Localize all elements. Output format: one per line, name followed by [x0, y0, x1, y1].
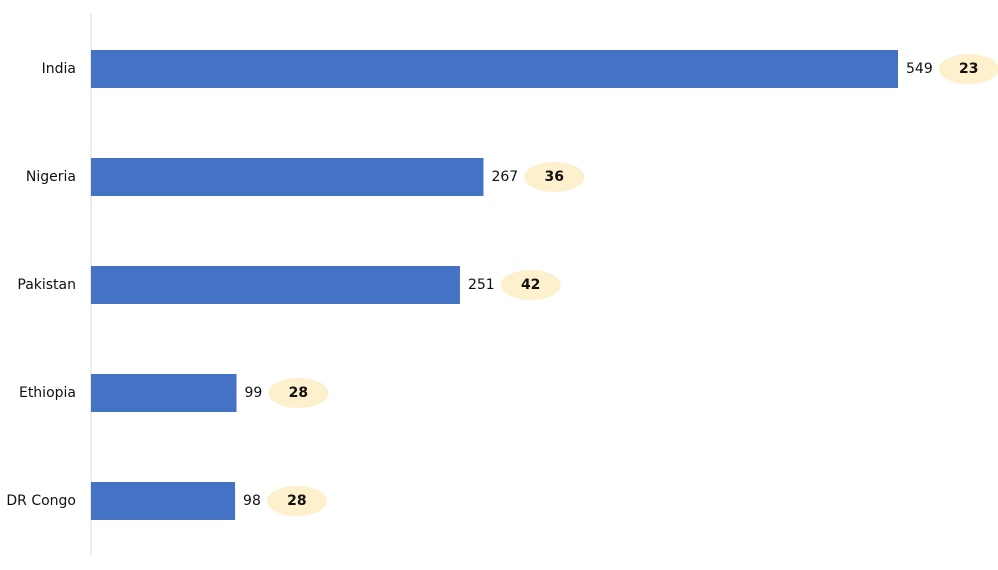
pill: [266, 486, 327, 516]
pill: [524, 162, 585, 192]
y-tick-label: Ethiopia: [19, 385, 76, 401]
pill-label: 28: [287, 493, 306, 509]
pill-label: 36: [544, 169, 563, 185]
bar: [91, 158, 484, 196]
value-label: 98: [243, 493, 261, 509]
value-label: 267: [491, 169, 518, 185]
value-label: 99: [245, 385, 263, 401]
bar: [91, 50, 898, 88]
pill: [938, 54, 998, 84]
y-tick-label: Nigeria: [26, 169, 76, 185]
bar: [91, 374, 237, 412]
pill-label: 23: [959, 61, 978, 77]
pill-label: 28: [289, 385, 308, 401]
pill: [500, 270, 561, 300]
value-label: 549: [906, 61, 933, 77]
bar: [91, 266, 460, 304]
bar: [91, 482, 236, 520]
y-tick-label: DR Congo: [6, 493, 76, 509]
pill-label: 42: [521, 277, 540, 293]
y-tick-label: India: [42, 61, 76, 77]
pill: [268, 378, 329, 408]
value-label: 251: [468, 277, 495, 293]
y-tick-label: Pakistan: [17, 277, 76, 293]
